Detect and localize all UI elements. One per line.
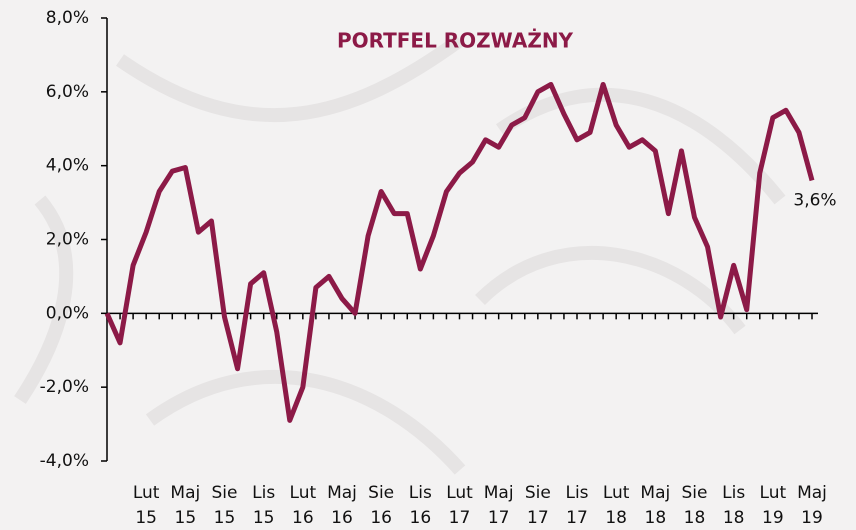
x-tick-label: Lut 18 [599, 481, 633, 530]
x-tick-label: Lut 15 [129, 481, 163, 530]
x-tick-label: Lut 17 [443, 481, 477, 530]
y-tick-label: 2,0% [46, 230, 89, 250]
y-tick-label: -2,0% [40, 377, 89, 397]
x-tick-label: Lis 15 [247, 481, 281, 530]
x-tick-label: Lis 16 [403, 481, 437, 530]
x-tick-label: Sie 18 [678, 481, 712, 530]
y-tick-label: 4,0% [46, 156, 89, 176]
chart: PORTFEL ROZWAŻNY -4,0% -2,0% 0,0% 2,0% 4,0% 6… [0, 0, 856, 530]
x-tick-label: Maj 15 [168, 481, 202, 530]
x-tick-label: Lis 18 [717, 481, 751, 530]
background-pattern [20, 40, 780, 470]
x-tick-label: Sie 17 [521, 481, 555, 530]
y-tick-label: 0,0% [46, 303, 89, 323]
x-tick-label: Maj 16 [325, 481, 359, 530]
x-tick-label: Lut 16 [286, 481, 320, 530]
data-label: 3,6% [793, 190, 836, 210]
x-tick-label: Lis 17 [560, 481, 594, 530]
x-tick-label: Sie 16 [364, 481, 398, 530]
y-tick-label: 6,0% [46, 82, 89, 102]
x-tick-label: Sie 15 [208, 481, 242, 530]
y-tick-label: 8,0% [46, 8, 89, 28]
x-tick-label: Maj 19 [795, 481, 829, 530]
chart-title: PORTFEL ROZWAŻNY [337, 29, 574, 53]
y-tick-label: -4,0% [40, 451, 89, 471]
x-tick-label: Maj 18 [638, 481, 672, 530]
x-tick-label: Lut 19 [756, 481, 790, 530]
x-tick-label: Maj 17 [482, 481, 516, 530]
chart-svg: PORTFEL ROZWAŻNY -4,0% -2,0% 0,0% 2,0% 4,0% 6… [0, 0, 856, 530]
